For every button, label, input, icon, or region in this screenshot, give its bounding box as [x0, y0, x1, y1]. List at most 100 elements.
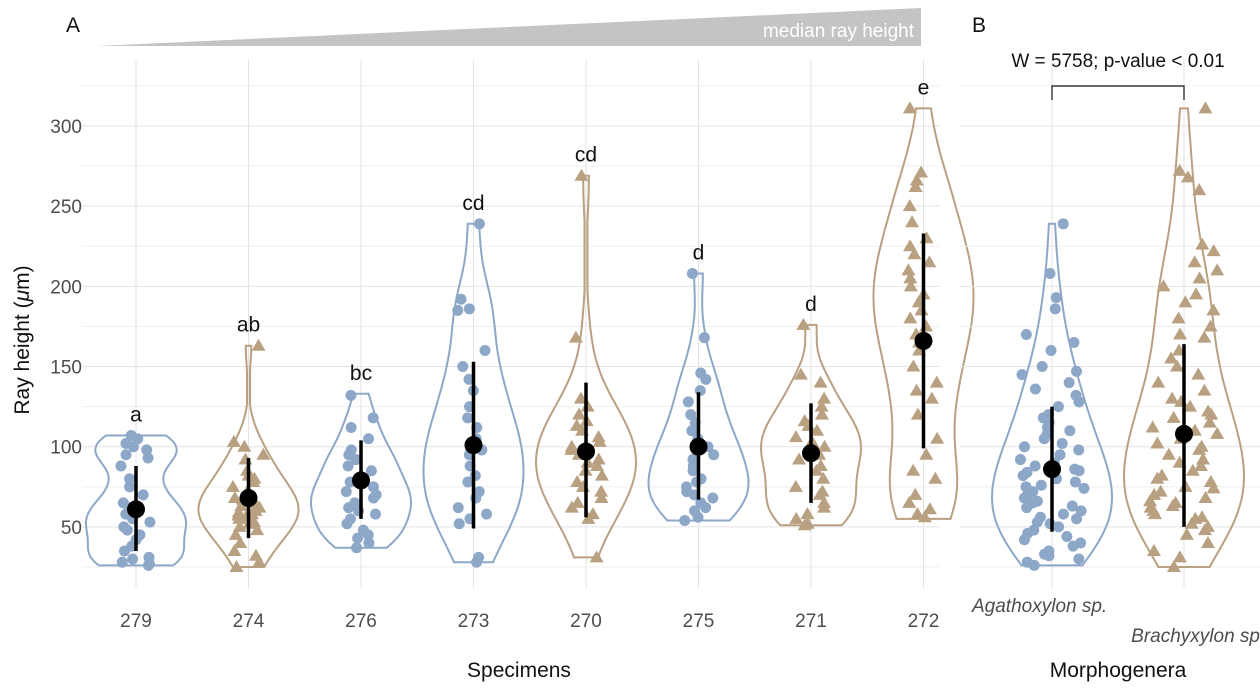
data-point-273: [473, 218, 485, 230]
significance-letter-271: d: [805, 293, 817, 316]
data-point-275: [686, 268, 698, 280]
data-point-brachyxylon: [1166, 560, 1181, 572]
data-point-agathoxylon: [1049, 303, 1061, 315]
data-point-agathoxylon: [1061, 531, 1073, 543]
data-point-273: [463, 303, 475, 315]
panel-a-plot: 50 100 150 200 250 300 a 279 ab 274 bc 276 cd 273 cd 27…: [50, 60, 975, 632]
mean-point-272: [914, 331, 933, 350]
data-point-279: [120, 449, 132, 461]
data-point-agathoxylon: [1043, 545, 1055, 557]
x-tick-270: 270: [570, 611, 602, 632]
data-point-276: [357, 524, 369, 536]
data-point-brachyxylon: [1193, 458, 1208, 471]
data-point-273: [455, 293, 467, 305]
data-point-271: [788, 430, 803, 443]
data-point-275: [679, 514, 691, 526]
data-point-276: [342, 460, 354, 472]
data-point-271: [793, 367, 808, 380]
data-point-brachyxylon: [1143, 500, 1158, 513]
data-point-brachyxylon: [1210, 426, 1225, 439]
data-point-272: [910, 407, 925, 420]
data-point-brachyxylon: [1203, 319, 1218, 332]
x-tick-279: 279: [120, 611, 152, 632]
data-point-brachyxylon: [1153, 484, 1168, 497]
x-tick-271: 271: [795, 611, 827, 632]
data-point-agathoxylon: [1073, 444, 1085, 456]
data-point-273: [453, 518, 465, 530]
gradient-label: median ray height: [763, 21, 915, 42]
significance-letter-270: cd: [575, 144, 597, 167]
data-point-272: [924, 391, 939, 404]
data-point-brachyxylon: [1203, 475, 1218, 488]
y-tick-label: 150: [50, 358, 82, 379]
data-point-271: [814, 399, 829, 412]
data-point-272: [906, 463, 921, 476]
data-point-279: [124, 473, 136, 485]
data-point-275: [680, 481, 692, 493]
data-point-brachyxylon: [1192, 183, 1207, 196]
data-point-270: [594, 468, 609, 481]
x-tick-276: 276: [345, 611, 377, 632]
data-point-276: [345, 421, 357, 433]
data-point-276: [345, 389, 357, 401]
data-point-274: [237, 439, 252, 452]
data-point-273: [481, 508, 493, 520]
data-point-brachyxylon: [1200, 535, 1215, 548]
violin-outline-agathoxylon: [990, 222, 1114, 567]
data-point-275: [698, 332, 710, 344]
data-point-agathoxylon: [1064, 425, 1076, 437]
data-point-273: [479, 345, 491, 357]
data-point-agathoxylon: [1044, 518, 1056, 530]
data-point-agathoxylon: [1029, 383, 1041, 395]
data-point-brachyxylon: [1145, 420, 1160, 433]
data-point-brachyxylon: [1202, 415, 1217, 428]
data-point-brachyxylon: [1170, 359, 1185, 372]
data-point-brachyxylon: [1180, 170, 1195, 183]
data-point-274: [256, 447, 271, 460]
significance-letter-272: e: [918, 76, 930, 99]
data-point-274: [227, 543, 242, 556]
data-point-273: [452, 502, 464, 514]
data-point-brachyxylon: [1187, 255, 1202, 268]
data-point-agathoxylon: [1063, 377, 1075, 389]
data-point-270: [564, 439, 579, 452]
median-gradient-wedge: [97, 8, 921, 46]
data-point-270: [570, 475, 585, 488]
data-point-279: [141, 444, 153, 456]
data-point-274: [250, 523, 265, 536]
data-point-agathoxylon: [1020, 481, 1032, 493]
data-point-agathoxylon: [1070, 389, 1082, 401]
data-point-agathoxylon: [1034, 511, 1046, 523]
data-point-273: [473, 551, 485, 563]
data-point-273: [457, 361, 469, 373]
data-point-272: [929, 375, 944, 388]
panel-a-label: A: [66, 14, 80, 37]
data-point-274: [227, 491, 242, 504]
data-point-271: [815, 484, 830, 497]
data-point-brachyxylon: [1165, 391, 1180, 404]
data-point-brachyxylon: [1189, 287, 1204, 300]
violin-outline-274: [197, 344, 300, 568]
data-point-brachyxylon: [1195, 452, 1210, 465]
data-point-270: [585, 507, 600, 520]
data-point-agathoxylon: [1035, 479, 1047, 491]
data-point-brachyxylon: [1206, 303, 1221, 316]
data-point-273: [469, 470, 481, 482]
data-point-271: [810, 423, 825, 436]
data-point-agathoxylon: [1045, 345, 1057, 357]
data-point-brachyxylon: [1143, 494, 1158, 507]
mean-point-271: [802, 444, 820, 463]
data-point-274: [233, 535, 248, 548]
data-point-brachyxylon: [1185, 463, 1200, 476]
y-tick-label: 200: [50, 277, 82, 298]
data-point-brachyxylon: [1147, 487, 1162, 500]
data-point-271: [817, 495, 832, 508]
data-point-272: [919, 231, 934, 244]
data-point-272: [908, 487, 923, 500]
data-point-brachyxylon: [1183, 399, 1198, 412]
x-tick-brachyxylon: Brachyxylon sp: [1131, 626, 1260, 647]
data-point-276: [370, 508, 382, 520]
data-point-271: [788, 479, 803, 492]
data-point-agathoxylon: [1044, 268, 1056, 280]
data-point-brachyxylon: [1166, 410, 1181, 423]
